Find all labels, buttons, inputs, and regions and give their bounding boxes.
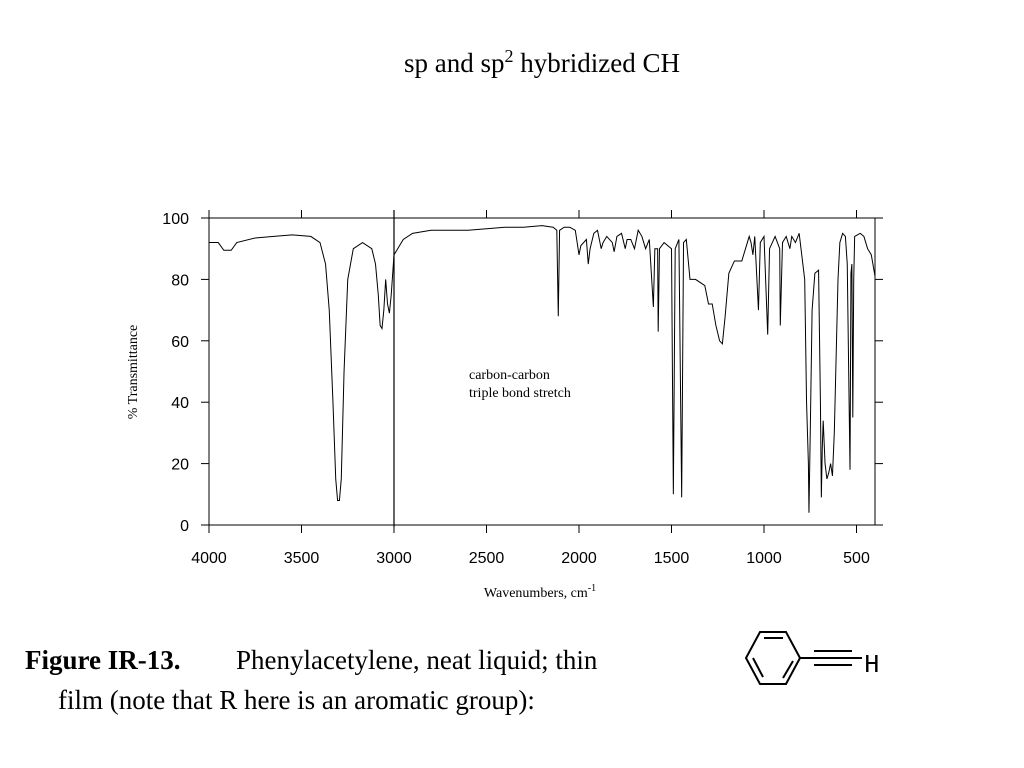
title-main: sp and sp [404,48,505,78]
chart-title: sp and sp2 hybridized CH [404,46,680,78]
y-tick-label: 100 [162,211,189,228]
atom-label: H [864,650,880,680]
caption-text: film (note that R here is an aromatic gr… [58,685,535,715]
double-bond [782,660,794,679]
x-tick-label: 1000 [746,550,782,567]
spectrum-line [209,225,876,513]
annotation: carbon-carbon [469,368,550,383]
structure [744,631,862,685]
plot-frame [208,217,876,526]
y-tick-label: 0 [180,518,189,535]
double-bond [752,657,764,678]
x-tick-label: 2000 [561,550,597,567]
x-tick-label: 2500 [469,550,505,567]
y-axis-label: % Transmittance [126,325,141,420]
title-sup: 2 [505,46,514,66]
y-tick-label: 20 [171,457,189,474]
x-tick-label: 3500 [284,550,320,567]
x-label-sup: -1 [588,583,596,594]
caption-label: Figure IR-13. [25,645,181,675]
x-tick-label: 3000 [376,550,412,567]
benzene-ring [744,631,802,685]
annotation: triple bond stretch [469,386,571,401]
x-tick-label: 500 [843,550,870,567]
title-tail: hybridized CH [514,48,680,78]
y-tick-label: 40 [171,395,189,412]
x-label-main: Wavenumbers, cm [484,586,588,601]
x-axis-label: Wavenumbers, cm-1 [484,583,596,601]
x-tick-label: 1500 [654,550,690,567]
y-tick-label: 60 [171,334,189,351]
x-tick-label: 4000 [191,550,227,567]
caption-text: Phenylacetylene, neat liquid; thin [236,645,598,675]
y-tick-label: 80 [171,272,189,289]
